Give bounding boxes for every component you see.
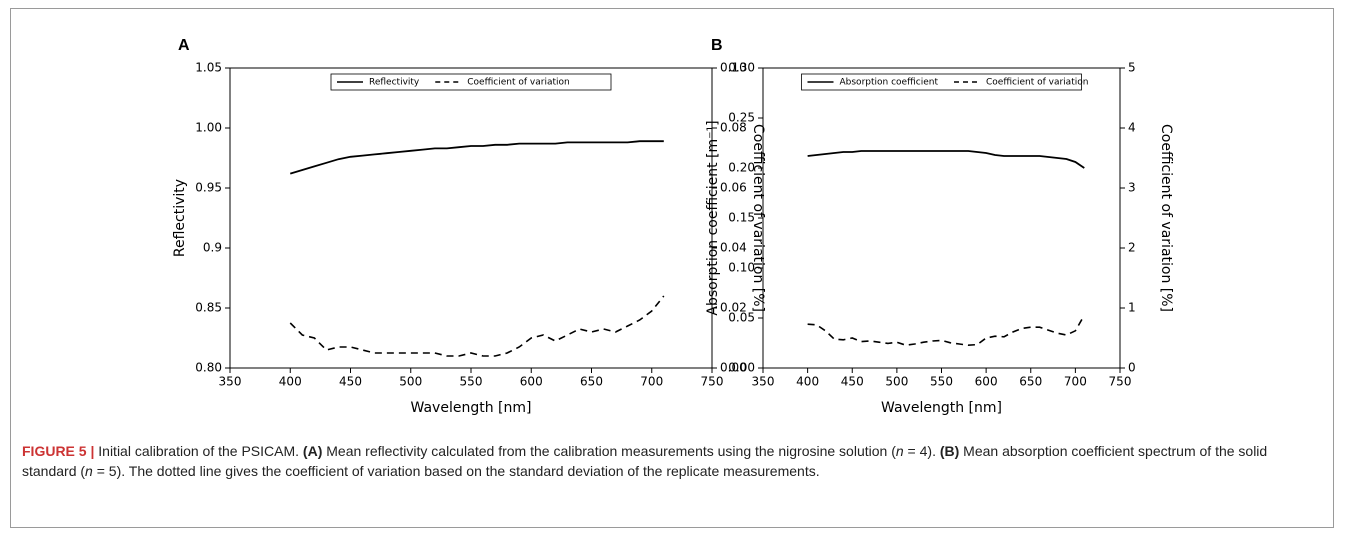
panel-label: A bbox=[178, 37, 190, 54]
data-line bbox=[289, 295, 665, 357]
caption-label: FIGURE 5 | bbox=[22, 443, 95, 459]
y2-tick-label: 0.02 bbox=[720, 301, 747, 315]
x-tick-label: 550 bbox=[930, 375, 953, 389]
y2-tick-label: 4 bbox=[1128, 121, 1136, 135]
y-tick-label: 0.05 bbox=[728, 311, 755, 325]
y-tick-label: 0.95 bbox=[195, 181, 222, 195]
x-tick-label: 400 bbox=[796, 375, 819, 389]
data-line bbox=[289, 140, 664, 175]
plot-frame bbox=[762, 67, 1121, 369]
figure-frame bbox=[10, 8, 1334, 528]
x-tick-label: 700 bbox=[640, 375, 663, 389]
y2-tick-label: 1 bbox=[1128, 301, 1136, 315]
x-axis-label: Wavelength [nm] bbox=[411, 400, 532, 416]
y-tick-label: 0.10 bbox=[728, 261, 755, 275]
caption-var: n bbox=[895, 443, 904, 459]
y-tick-label: 0.85 bbox=[195, 301, 222, 315]
caption-var: n bbox=[85, 463, 93, 479]
y2-tick-label: 3 bbox=[1128, 181, 1136, 195]
legend-label: Coefficient of variation bbox=[467, 78, 569, 88]
x-tick-label: 400 bbox=[279, 375, 302, 389]
x-tick-label: 500 bbox=[885, 375, 908, 389]
y2-tick-label: 0.06 bbox=[720, 181, 747, 195]
legend-label: Absorption coefficient bbox=[840, 78, 939, 88]
x-tick-label: 350 bbox=[752, 375, 775, 389]
y2-tick-label: 0.00 bbox=[720, 361, 747, 375]
caption-text: = 5). The dotted line gives the coeffici… bbox=[92, 463, 820, 479]
plot-frame bbox=[229, 67, 713, 369]
y-tick-label: 0.25 bbox=[728, 111, 755, 125]
y-tick-label: 0.80 bbox=[195, 361, 222, 375]
x-tick-label: 450 bbox=[339, 375, 362, 389]
y-tick-label: 1.05 bbox=[195, 61, 222, 75]
y2-tick-label: 0.10 bbox=[720, 61, 747, 75]
y-tick-label: 0.15 bbox=[728, 211, 755, 225]
x-tick-label: 600 bbox=[975, 375, 998, 389]
caption-text: Mean reflectivity calculated from the ca… bbox=[322, 443, 896, 459]
data-line bbox=[807, 150, 1085, 169]
y2-tick-label: 0.04 bbox=[720, 241, 747, 255]
x-tick-label: 450 bbox=[841, 375, 864, 389]
panel-label: B bbox=[711, 37, 723, 54]
y-tick-label: 0.9 bbox=[203, 241, 222, 255]
x-tick-label: 500 bbox=[399, 375, 422, 389]
caption-ref: (A) bbox=[302, 443, 323, 459]
y-tick-label: 0.30 bbox=[728, 61, 755, 75]
x-tick-label: 650 bbox=[1019, 375, 1042, 389]
x-axis-label: Wavelength [nm] bbox=[881, 400, 1002, 416]
x-tick-label: 350 bbox=[219, 375, 242, 389]
y2-tick-label: 5 bbox=[1128, 61, 1136, 75]
legend-box bbox=[330, 73, 612, 91]
caption-text: = 4). bbox=[903, 443, 940, 459]
y2-tick-label: 0.08 bbox=[720, 121, 747, 135]
legend-box bbox=[801, 73, 1082, 91]
data-line bbox=[807, 314, 1085, 347]
x-tick-label: 750 bbox=[701, 375, 724, 389]
y2-tick-label: 2 bbox=[1128, 241, 1136, 255]
y-tick-label: 0.20 bbox=[728, 161, 755, 175]
legend-label: Reflectivity bbox=[369, 78, 420, 88]
y2-axis-label: Coefficient of variation [%] bbox=[1158, 124, 1174, 312]
legend-label: Coefficient of variation bbox=[986, 78, 1088, 88]
x-tick-label: 600 bbox=[520, 375, 543, 389]
y-tick-label: 1.00 bbox=[195, 121, 222, 135]
x-tick-label: 700 bbox=[1064, 375, 1087, 389]
y2-tick-label: 0 bbox=[1128, 361, 1136, 375]
caption-ref: (B) bbox=[939, 443, 960, 459]
x-tick-label: 750 bbox=[1109, 375, 1132, 389]
x-tick-label: 550 bbox=[460, 375, 483, 389]
y-axis-label: Absorption coefficient [m⁻¹] bbox=[705, 120, 721, 315]
caption-text: Initial calibration of the PSICAM. bbox=[94, 443, 303, 459]
caption: FIGURE 5 | Initial calibration of the PS… bbox=[22, 441, 1322, 481]
caption-text: Mean absorption coefficient spectrum of … bbox=[22, 443, 1268, 479]
y-tick-label: 0.00 bbox=[728, 361, 755, 375]
x-tick-label: 650 bbox=[580, 375, 603, 389]
y-axis-label: Reflectivity bbox=[172, 179, 188, 257]
